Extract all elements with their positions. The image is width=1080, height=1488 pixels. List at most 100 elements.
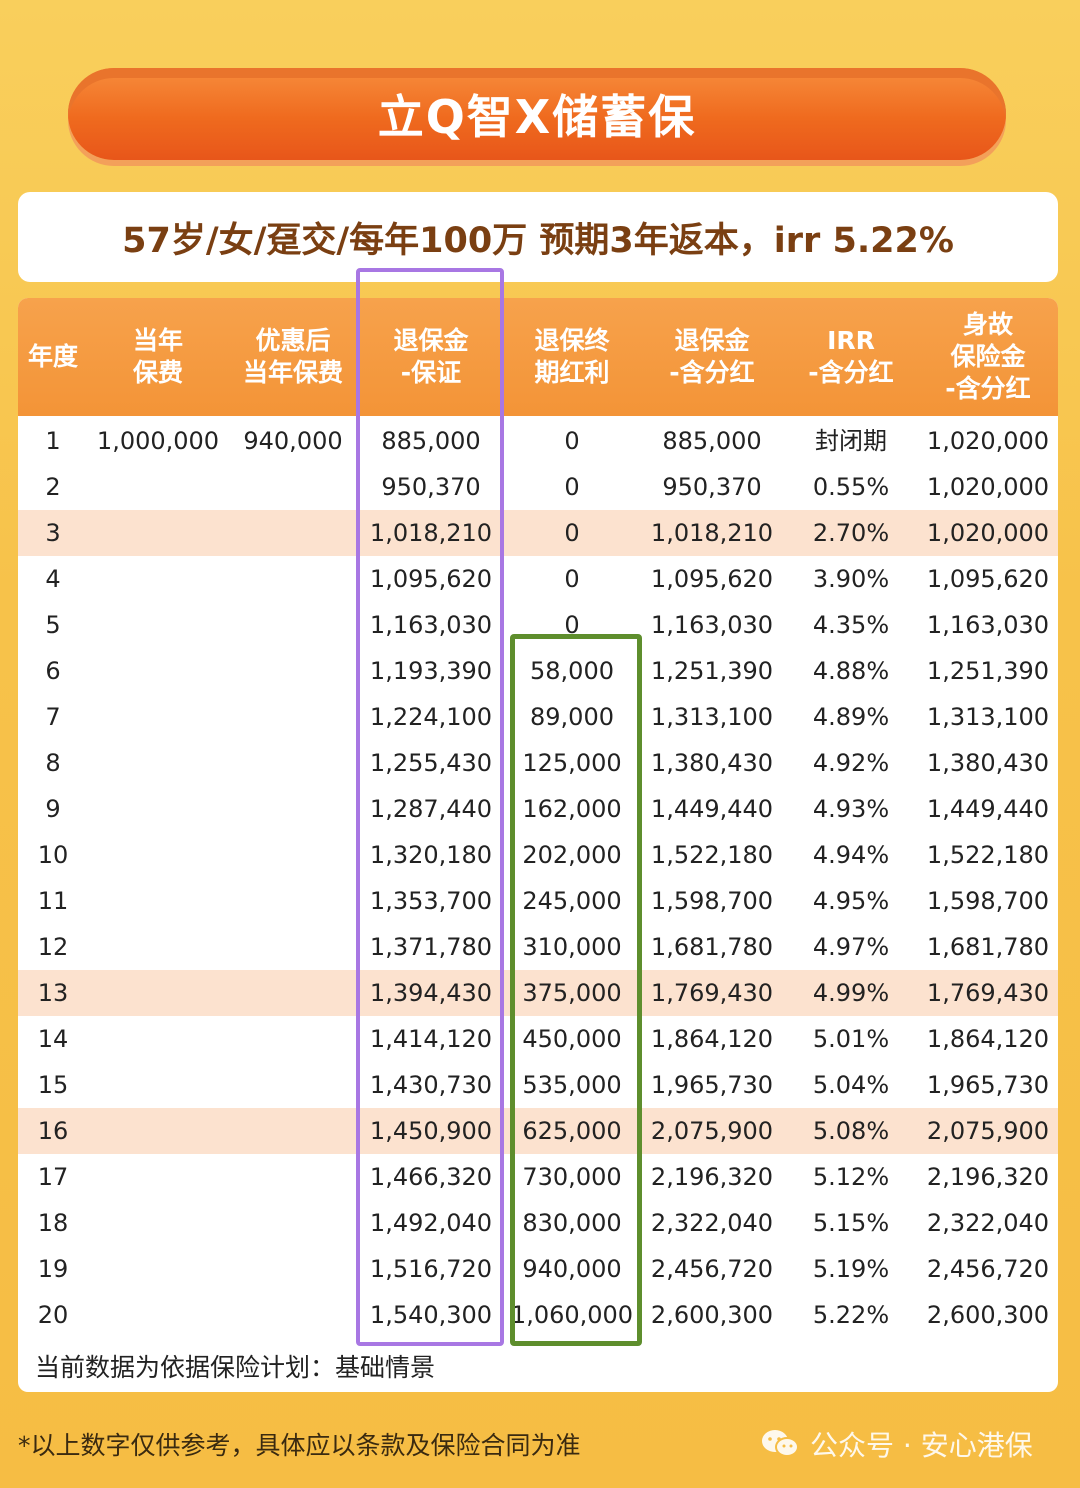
table-cell: 0	[564, 519, 580, 547]
table-cell: 885,000	[662, 427, 762, 455]
table-cell: 5	[45, 611, 61, 639]
table-cell	[88, 1292, 228, 1338]
table-cell	[228, 1016, 358, 1062]
table-cell: 6	[45, 657, 61, 685]
table-cell: 4.92%	[812, 749, 890, 777]
table-cell: 0	[564, 611, 580, 639]
table-cell	[228, 1108, 358, 1154]
table-cell	[228, 786, 358, 832]
table-cell: 1,018,210	[369, 519, 493, 547]
table-cell: 375,000	[522, 979, 622, 1007]
table-row: 7 1,224,100 89,000 1,313,100 4.89% 1,313,100	[18, 694, 1058, 740]
header-terminal-bonus: 退保终 期红利	[534, 326, 610, 387]
benefit-table: 年度 当年 保费 优惠后 当年保费 退保金 -保证 退保终 期红利 退保金 -含分红 IRR…	[18, 298, 1058, 1392]
table-row: 18 1,492,040 830,000 2,322,040 5.15% 2,322,04…	[18, 1200, 1058, 1246]
table-cell: 4.88%	[812, 657, 890, 685]
table-cell	[88, 832, 228, 878]
table-cell: 2,196,320	[650, 1163, 774, 1191]
table-cell: 1,020,000	[926, 519, 1050, 547]
table-cell	[228, 556, 358, 602]
table-cell: 1,060,000	[510, 1301, 634, 1329]
table-cell: 4.99%	[812, 979, 890, 1007]
table-cell: 535,000	[522, 1071, 622, 1099]
table-cell: 4.35%	[812, 611, 890, 639]
table-cell: 1,313,100	[926, 703, 1050, 731]
table-cell	[88, 1200, 228, 1246]
table-row: 8 1,255,430 125,000 1,380,430 4.92% 1,380,430	[18, 740, 1058, 786]
plan-summary: 57岁/女/趸交/每年100万 预期3年返本，irr 5.22%	[122, 220, 954, 261]
table-cell: 0.55%	[812, 473, 890, 501]
table-cell: 1,255,430	[369, 749, 493, 777]
table-cell	[228, 924, 358, 970]
header-surrender-with-bonus: 退保金 -含分红	[669, 326, 755, 387]
table-cell: 885,000	[381, 427, 481, 455]
table-cell: 2,075,900	[650, 1117, 774, 1145]
watermark: 公众号 · 安心港保	[760, 1424, 1033, 1464]
table-cell: 1,598,700	[926, 887, 1050, 915]
wechat-icon	[762, 1430, 799, 1457]
table-cell: 1,000,000	[96, 427, 220, 455]
table-cell: 245,000	[522, 887, 622, 915]
table-cell: 5.01%	[812, 1025, 890, 1053]
table-cell	[88, 878, 228, 924]
table-cell: 1,598,700	[650, 887, 774, 915]
table-cell: 1,018,210	[650, 519, 774, 547]
table-row: 6 1,193,390 58,000 1,251,390 4.88% 1,251,390	[18, 648, 1058, 694]
table-cell	[228, 878, 358, 924]
table-cell: 1,163,030	[369, 611, 493, 639]
disclaimer: *以上数字仅供参考，具体应以条款及保险合同为准	[18, 1431, 581, 1460]
table-cell: 1,540,300	[369, 1301, 493, 1329]
table-cell: 1,313,100	[650, 703, 774, 731]
table-cell: 12	[37, 933, 69, 961]
table-cell: 1,450,900	[369, 1117, 493, 1145]
table-cell: 202,000	[522, 841, 622, 869]
table-cell: 940,000	[522, 1255, 622, 1283]
table-cell: 14	[37, 1025, 69, 1053]
table-row: 20 1,540,300 1,060,000 2,600,300 5.22% 2,600,…	[18, 1292, 1058, 1338]
table-cell: 4.93%	[812, 795, 890, 823]
table-cell: 830,000	[522, 1209, 622, 1237]
table-cell: 89,000	[530, 703, 614, 731]
table-row: 3 1,018,210 0 1,018,210 2.70% 1,020,000	[18, 510, 1058, 556]
table-cell: 1,522,180	[926, 841, 1050, 869]
table-cell: 4.94%	[812, 841, 890, 869]
table-cell: 13	[37, 979, 69, 1007]
table-cell: 0	[564, 565, 580, 593]
table-row: 5 1,163,030 0 1,163,030 4.35% 1,163,030	[18, 602, 1058, 648]
table-cell: 58,000	[530, 657, 614, 685]
table-cell: 1,864,120	[926, 1025, 1050, 1053]
table-cell: 1,466,320	[369, 1163, 493, 1191]
table-cell	[228, 1200, 358, 1246]
table-cell: 2,600,300	[650, 1301, 774, 1329]
table-row: 16 1,450,900 625,000 2,075,900 5.08% 2,075,90…	[18, 1108, 1058, 1154]
table-cell: 1,414,120	[369, 1025, 493, 1053]
table-cell: 5.22%	[812, 1301, 890, 1329]
table-cell	[88, 786, 228, 832]
table-cell: 730,000	[522, 1163, 622, 1191]
table-cell: 625,000	[522, 1117, 622, 1145]
table-cell: 2	[45, 473, 61, 501]
table-cell: 1,163,030	[926, 611, 1050, 639]
table-cell: 2.70%	[812, 519, 890, 547]
table-row: 2 950,370 0 950,370 0.55% 1,020,000	[18, 464, 1058, 510]
table-cell: 1,769,430	[926, 979, 1050, 1007]
table-row: 13 1,394,430 375,000 1,769,430 4.99% 1,769,43…	[18, 970, 1058, 1016]
table-cell: 1,193,390	[369, 657, 493, 685]
table-cell: 1,449,440	[650, 795, 774, 823]
table-cell: 1,371,780	[369, 933, 493, 961]
table-cell: 2,456,720	[650, 1255, 774, 1283]
table-cell	[228, 694, 358, 740]
table-row: 12 1,371,780 310,000 1,681,780 4.97% 1,681,78…	[18, 924, 1058, 970]
table-cell: 3.90%	[812, 565, 890, 593]
table-cell: 310,000	[522, 933, 622, 961]
watermark-text: 公众号 · 安心港保	[810, 1429, 1033, 1462]
table-cell: 1,320,180	[369, 841, 493, 869]
table-cell	[88, 464, 228, 510]
table-cell: 2,456,720	[926, 1255, 1050, 1283]
header-irr: IRR -含分红	[808, 326, 894, 387]
scenario-note: 当前数据为依据保险计划：基础情景	[35, 1353, 436, 1382]
table-cell	[228, 832, 358, 878]
table-cell: 4	[45, 565, 61, 593]
table-cell: 1,769,430	[650, 979, 774, 1007]
page-title: 立Q智X储蓄保	[377, 90, 697, 144]
